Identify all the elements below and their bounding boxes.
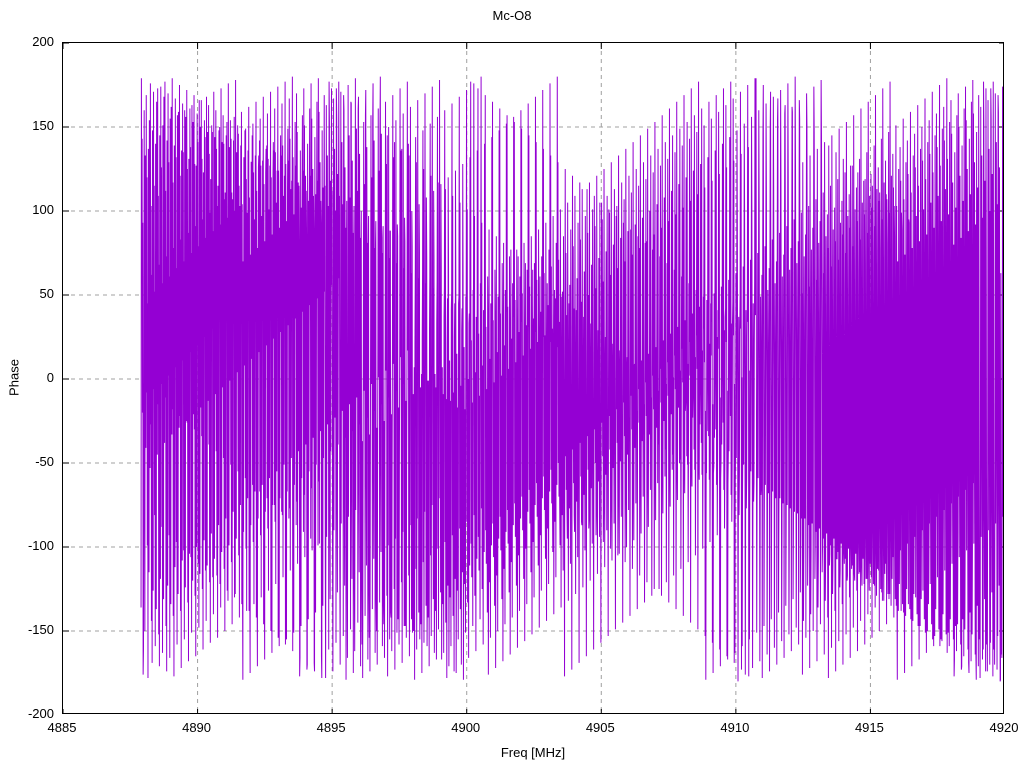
y-tick-label: 200 [32, 34, 54, 49]
y-tick-label: 50 [39, 286, 54, 301]
x-tick-label: 4885 [47, 720, 77, 735]
y-tick-label: 150 [32, 118, 54, 133]
y-tick-label: -150 [27, 622, 54, 637]
plot-area [62, 42, 1004, 714]
x-tick-label: 4920 [989, 720, 1019, 735]
y-axis-tick-labels: -200 -150 -100 -50 0 50 100 150 200 [0, 0, 54, 768]
x-tick-label: 4890 [182, 720, 212, 735]
x-axis-title: Freq [MHz] [500, 745, 566, 760]
x-tick-label: 4910 [720, 720, 750, 735]
x-tick-label: 4915 [854, 720, 884, 735]
x-tick-label: 4895 [316, 720, 346, 735]
page-title: Mc-O8 [492, 8, 532, 23]
y-tick-label: -100 [27, 538, 54, 553]
y-tick-label: -50 [35, 454, 54, 469]
y-tick-label: 0 [46, 370, 54, 385]
y-tick-label: 100 [32, 202, 54, 217]
y-tick-label: -200 [27, 706, 54, 721]
x-tick-label: 4900 [451, 720, 481, 735]
y-axis-title: Phase [6, 359, 22, 396]
plot-canvas [63, 43, 1003, 713]
x-tick-label: 4905 [585, 720, 615, 735]
data-series-phase [140, 76, 1003, 682]
